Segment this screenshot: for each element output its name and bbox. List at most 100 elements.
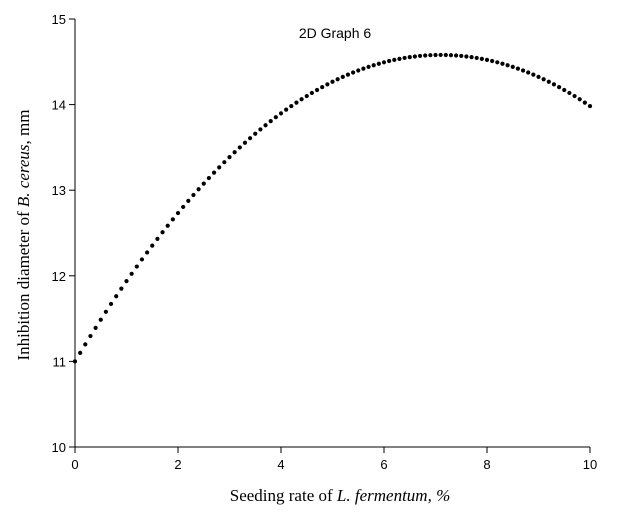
data-point: [402, 55, 407, 61]
data-point: [495, 60, 500, 65]
data-point: [124, 279, 129, 284]
data-point: [351, 70, 356, 75]
data-point: [145, 250, 150, 255]
data-point: [515, 66, 521, 71]
data-point: [155, 236, 160, 241]
data-point: [505, 63, 510, 68]
x-axis-label-prefix: Seeding rate of: [230, 486, 337, 505]
y-tick-label: 14: [52, 98, 66, 113]
data-point: [119, 286, 124, 291]
data-point: [299, 97, 304, 102]
x-tick-label: 2: [174, 457, 181, 472]
data-point: [103, 309, 108, 314]
data-point: [551, 82, 557, 87]
data-point: [232, 150, 237, 155]
data-point: [186, 198, 191, 204]
data-point: [309, 90, 314, 96]
data-point: [93, 325, 98, 330]
data-point: [562, 87, 567, 93]
data-point: [289, 103, 294, 109]
data-point: [433, 52, 438, 58]
y-tick-label: 10: [52, 440, 66, 455]
data-point: [78, 350, 83, 355]
data-point: [72, 359, 78, 364]
data-point: [196, 187, 201, 192]
data-point: [114, 294, 119, 299]
data-point: [340, 74, 345, 79]
data-point: [284, 107, 289, 112]
x-axis-label-italic: L. fermentum, %: [336, 486, 450, 505]
data-point: [237, 145, 242, 150]
data-point: [253, 131, 258, 136]
data-point: [314, 87, 320, 93]
data-point: [557, 85, 562, 90]
data-point: [366, 64, 371, 69]
data-point: [361, 66, 366, 71]
data-point: [428, 53, 433, 58]
data-point: [222, 160, 227, 165]
data-point: [407, 55, 412, 60]
data-point: [150, 243, 155, 248]
data-point: [376, 61, 381, 66]
data-point: [191, 192, 196, 198]
data-points: [72, 52, 593, 364]
x-axis-label: Seeding rate of L. fermentum, %: [230, 486, 450, 505]
y-axis-ticks: 10 11 12 13 14 15: [52, 12, 75, 455]
data-point: [304, 93, 309, 99]
data-point: [417, 53, 423, 59]
data-point: [345, 72, 351, 77]
data-point: [371, 63, 376, 68]
y-tick-label: 12: [52, 269, 66, 284]
data-point: [541, 77, 546, 82]
data-point: [134, 264, 139, 269]
data-point: [268, 119, 273, 124]
y-tick-label: 11: [53, 354, 67, 369]
x-tick-label: 4: [277, 457, 284, 472]
data-point: [412, 54, 417, 59]
data-point: [459, 53, 464, 59]
data-point: [325, 82, 330, 87]
data-point: [165, 223, 170, 228]
x-tick-label: 10: [583, 457, 597, 472]
data-point: [546, 79, 551, 84]
data-point: [474, 55, 479, 61]
y-axis-label-suffix: , mm: [14, 109, 33, 144]
data-point: [175, 210, 181, 216]
data-point: [536, 74, 541, 79]
data-point: [242, 140, 248, 145]
data-point: [392, 57, 397, 62]
data-point: [206, 175, 211, 181]
y-axis-label-italic: B. cereus: [14, 144, 33, 207]
data-point: [520, 68, 526, 73]
data-point: [423, 53, 428, 58]
data-point: [335, 77, 340, 82]
data-point: [108, 301, 114, 307]
y-tick-label: 13: [52, 183, 66, 198]
data-point: [490, 58, 495, 64]
chart-title: 2D Graph 6: [299, 25, 372, 41]
data-point: [479, 56, 484, 61]
data-point: [464, 54, 469, 59]
data-point: [330, 79, 335, 84]
data-point: [381, 60, 387, 65]
data-point: [278, 111, 284, 116]
data-point: [263, 123, 268, 128]
x-axis-ticks: 0 2 4 6 8 10: [71, 447, 597, 472]
x-tick-label: 0: [71, 457, 78, 472]
data-point: [88, 333, 93, 339]
data-point: [484, 57, 490, 62]
data-point: [469, 55, 474, 60]
data-point: [273, 115, 278, 120]
y-axis-label: Inhibition diameter of B. cereus, mm: [14, 109, 33, 360]
data-point: [294, 100, 299, 105]
data-point: [181, 204, 186, 210]
data-point: [356, 68, 361, 73]
data-point: [587, 103, 593, 109]
data-point: [170, 217, 175, 222]
data-point: [454, 53, 459, 58]
data-point: [443, 52, 448, 58]
data-point: [211, 170, 217, 175]
data-point: [217, 165, 222, 170]
data-point: [567, 90, 572, 96]
data-point: [227, 155, 232, 160]
